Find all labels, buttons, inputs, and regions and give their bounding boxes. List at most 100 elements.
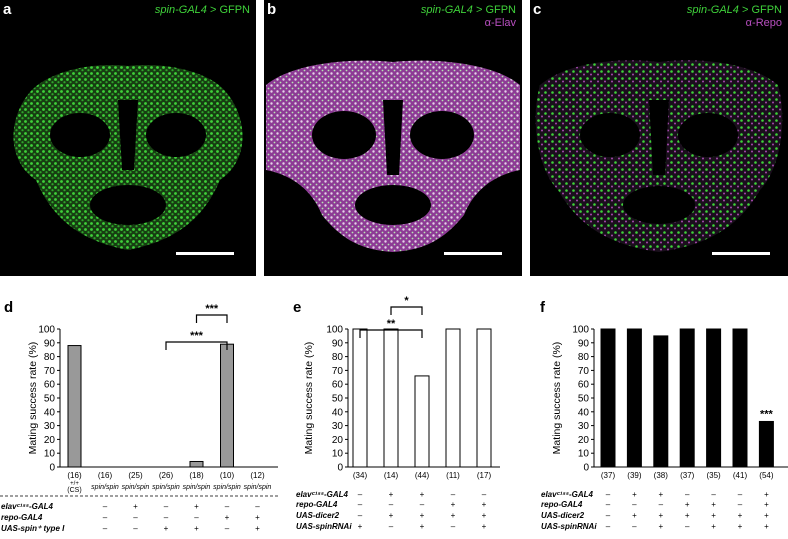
- d-row-1-cell-6: +: [255, 513, 260, 522]
- d-row-0-cell-1: –: [103, 502, 108, 511]
- d-row-2-cell-4: +: [194, 524, 199, 533]
- f-row-label-1: repo-GAL4: [541, 500, 583, 509]
- d-row-label-0: elavᶜ¹⁵⁵-GAL4: [1, 502, 54, 511]
- title-italic-c: spin-GAL4: [686, 4, 739, 16]
- f-row-1-cell-2: –: [659, 500, 664, 509]
- panel-label-a: a: [3, 1, 12, 18]
- panel-label-d: d: [4, 299, 14, 316]
- d-n-label-4: (18): [189, 471, 204, 480]
- f-y-tick-label: 10: [578, 449, 590, 460]
- e-row-1-cell-1: –: [389, 500, 394, 509]
- e-y-axis-label: Mating success rate (%): [303, 342, 315, 455]
- d-genotype-0: +/+: [70, 481, 79, 487]
- d-n-label-1: (16): [98, 471, 113, 480]
- e-n-label-3: (11): [446, 471, 460, 480]
- e-bar-2: [414, 375, 430, 468]
- d-y-tick-label: 80: [44, 352, 56, 363]
- e-row-3-cell-0: +: [358, 522, 363, 531]
- f-bar-3: [679, 328, 695, 468]
- e-sig-label-0: **: [387, 318, 396, 330]
- f-row-2-cell-6: +: [764, 511, 769, 520]
- d-row-label-1: repo-GAL4: [1, 513, 43, 522]
- e-bar-3: [445, 328, 461, 468]
- f-row-0-cell-1: +: [632, 490, 637, 499]
- title-italic-b: spin-GAL4: [420, 4, 473, 16]
- f-row-0-cell-4: –: [711, 490, 716, 499]
- f-y-tick-label: 60: [578, 380, 590, 391]
- e-row-2-cell-3: +: [451, 511, 456, 520]
- f-row-1-cell-6: +: [764, 500, 769, 509]
- e-row-0-cell-2: +: [420, 490, 425, 499]
- e-y-tick-label: 80: [332, 352, 344, 363]
- panel-title-b: spin-GAL4 > GFPN α-Elav: [421, 4, 516, 30]
- f-y-tick-label: 50: [578, 394, 590, 405]
- f-bar-5: [732, 328, 748, 468]
- d-y-tick-label: 10: [44, 449, 56, 460]
- f-y-tick-label: 80: [578, 352, 590, 363]
- title-second-c: α-Repo: [745, 17, 782, 29]
- f-y-tick-label: 0: [583, 463, 589, 474]
- d-genotype-3: spin/spin: [152, 484, 180, 491]
- d-row-2-cell-2: –: [133, 524, 138, 533]
- f-row-0-cell-3: –: [685, 490, 690, 499]
- d-y-axis-label: Mating success rate (%): [27, 342, 39, 455]
- d-sig-label-1: ***: [205, 303, 219, 315]
- micrograph-b: b spin-GAL4 > GFPN α-Elav: [264, 0, 522, 276]
- d-sig-bracket-0: [165, 341, 228, 350]
- d-genotype-1: spin/spin: [91, 484, 119, 491]
- brain-image-c: [535, 60, 783, 253]
- panel-label-b: b: [267, 1, 277, 18]
- f-n-label-6: (54): [759, 471, 774, 480]
- d-sig-label-0: ***: [190, 330, 204, 342]
- d-y-tick-label: 100: [38, 325, 55, 336]
- e-n-label-0: (34): [353, 471, 368, 480]
- e-y-tick-label: 100: [326, 325, 343, 336]
- d-y-tick-label: 0: [49, 463, 55, 474]
- f-row-3-cell-5: +: [738, 522, 743, 531]
- brain-image-b: [266, 60, 520, 252]
- title-rest-c: > GFPN: [738, 4, 782, 16]
- d-y-tick-label: 30: [44, 421, 56, 432]
- f-n-label-3: (37): [680, 471, 695, 480]
- d-row-1-cell-5: +: [225, 513, 230, 522]
- e-row-label-2: UAS-dicer2: [296, 511, 340, 520]
- d-y-tick-label: 20: [44, 435, 56, 446]
- f-n-label-2: (38): [654, 471, 669, 480]
- e-sig-bracket-1: [390, 306, 423, 315]
- f-y-axis-label: Mating success rate (%): [551, 342, 563, 455]
- f-row-1-cell-1: –: [632, 500, 637, 509]
- d-row-2-cell-1: –: [103, 524, 108, 533]
- f-bar-4: [706, 328, 722, 468]
- d-row-1-cell-3: –: [164, 513, 169, 522]
- d-y-tick-label: 90: [44, 338, 56, 349]
- d-row-2-cell-3: +: [164, 524, 169, 533]
- d-n-label-3: (26): [159, 471, 174, 480]
- e-y-tick-label: 20: [332, 435, 344, 446]
- d-row-0-cell-2: +: [133, 502, 138, 511]
- f-row-2-cell-4: +: [711, 511, 716, 520]
- e-y-tick-label: 60: [332, 380, 344, 391]
- f-row-1-cell-4: +: [711, 500, 716, 509]
- panel-label-f: f: [540, 299, 545, 316]
- f-row-3-cell-4: +: [711, 522, 716, 531]
- f-y-tick-label: 70: [578, 366, 590, 377]
- f-y-tick-label: 40: [578, 407, 590, 418]
- d-n-label-6: (12): [250, 471, 265, 480]
- f-row-3-cell-2: +: [658, 522, 663, 531]
- d-row-1-cell-1: –: [103, 513, 108, 522]
- e-row-2-cell-1: +: [389, 511, 394, 520]
- e-row-3-cell-3: –: [451, 522, 456, 531]
- f-row-0-cell-6: +: [764, 490, 769, 499]
- e-row-2-cell-0: –: [358, 511, 363, 520]
- e-row-1-cell-4: +: [482, 500, 487, 509]
- d-genotype-4: spin/spin: [183, 484, 211, 491]
- micrograph-c: c spin-GAL4 > GFPN α-Repo: [530, 0, 788, 276]
- panel-title-c: spin-GAL4 > GFPN α-Repo: [687, 4, 782, 30]
- d-n-label-5: (10): [220, 471, 235, 480]
- e-row-1-cell-3: +: [451, 500, 456, 509]
- d-row-0-cell-3: –: [164, 502, 169, 511]
- e-sig-bracket-0: [359, 329, 423, 338]
- d-row-2-cell-6: +: [255, 524, 260, 533]
- e-row-0-cell-4: –: [482, 490, 487, 499]
- f-bar-6: [758, 420, 774, 468]
